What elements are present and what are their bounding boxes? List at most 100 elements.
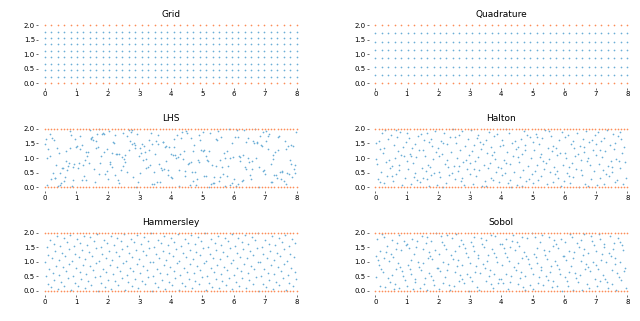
Point	[202, 230, 212, 235]
Point	[253, 230, 264, 235]
Point	[422, 81, 432, 86]
Point	[46, 29, 56, 34]
Point	[437, 239, 447, 244]
Point	[512, 182, 522, 187]
Point	[111, 42, 121, 47]
Point	[201, 42, 211, 47]
Point	[504, 126, 515, 132]
Point	[589, 133, 600, 138]
Point	[196, 288, 206, 293]
Point	[240, 61, 250, 66]
Point	[59, 126, 69, 132]
Point	[245, 173, 255, 178]
Point	[607, 164, 617, 169]
Point	[609, 48, 620, 53]
Point	[441, 247, 451, 252]
Point	[492, 288, 502, 293]
Point	[240, 22, 250, 28]
Point	[127, 283, 137, 289]
Point	[570, 56, 580, 61]
Point	[174, 183, 184, 188]
Point	[391, 171, 401, 176]
Point	[102, 169, 112, 174]
Point	[207, 74, 218, 79]
Point	[169, 81, 179, 86]
Point	[422, 48, 432, 53]
Point	[231, 230, 241, 235]
Point	[455, 148, 465, 153]
Point	[561, 185, 572, 190]
Point	[208, 255, 218, 260]
Point	[612, 177, 623, 182]
Point	[616, 39, 626, 44]
Point	[246, 68, 257, 73]
Point	[116, 230, 126, 235]
Point	[68, 273, 78, 278]
Point	[596, 31, 607, 36]
Point	[564, 48, 574, 53]
Point	[499, 31, 509, 36]
Point	[541, 273, 551, 279]
Point	[79, 233, 89, 238]
Point	[230, 280, 241, 285]
Point	[418, 185, 428, 190]
Point	[602, 164, 612, 169]
Point	[490, 156, 500, 161]
Point	[276, 288, 286, 293]
Point	[266, 263, 276, 268]
Point	[572, 241, 582, 246]
Point	[622, 72, 632, 77]
Point	[40, 22, 50, 28]
Point	[246, 176, 256, 181]
Point	[371, 31, 381, 36]
Point	[559, 230, 569, 235]
Point	[570, 39, 580, 44]
Point	[460, 230, 470, 235]
Point	[568, 174, 579, 179]
Title: Halton: Halton	[486, 114, 516, 123]
Point	[458, 175, 468, 180]
Point	[465, 274, 475, 280]
Point	[125, 288, 136, 293]
Point	[268, 286, 278, 291]
Point	[259, 35, 269, 40]
Point	[154, 126, 164, 132]
Point	[513, 260, 523, 265]
Point	[111, 250, 121, 255]
Point	[536, 135, 547, 141]
Point	[262, 134, 273, 139]
Point	[92, 81, 102, 86]
Point	[479, 230, 489, 235]
Point	[377, 22, 387, 28]
Point	[499, 56, 509, 61]
Point	[525, 134, 535, 140]
Point	[574, 185, 584, 190]
Point	[374, 262, 385, 267]
Point	[277, 169, 287, 174]
Point	[53, 257, 63, 263]
Point	[559, 126, 569, 132]
Point	[84, 249, 94, 255]
Point	[422, 287, 432, 292]
Point	[476, 185, 486, 190]
Point	[584, 72, 594, 77]
Point	[55, 170, 65, 175]
Point	[575, 258, 586, 263]
Point	[371, 253, 381, 258]
Point	[195, 68, 205, 73]
Point	[237, 276, 248, 281]
Point	[463, 136, 473, 141]
Point	[511, 230, 521, 235]
Point	[424, 230, 435, 235]
Point	[162, 272, 172, 277]
Point	[275, 283, 285, 288]
Point	[424, 249, 434, 255]
Point	[231, 288, 241, 293]
Point	[225, 182, 235, 187]
Point	[611, 256, 621, 261]
Point	[603, 185, 613, 190]
Point	[443, 165, 453, 170]
Point	[447, 230, 457, 235]
Point	[383, 81, 394, 86]
Point	[175, 273, 186, 278]
